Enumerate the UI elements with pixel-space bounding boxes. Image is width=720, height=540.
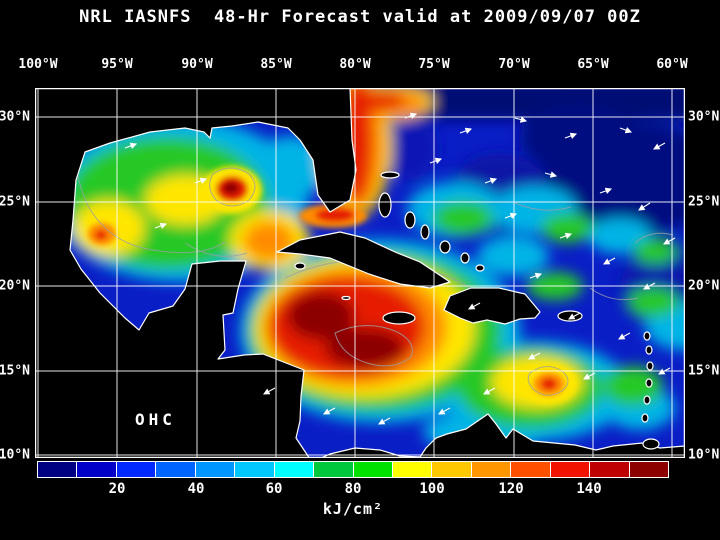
lon-tick-label: 90°W [181,57,213,72]
lat-tick-label: 30°N [688,109,720,125]
colorbar-tick: 20 [108,481,126,497]
colorbar-segment [156,462,196,477]
lat-tick-label: 10°N [0,447,30,463]
colorbar-segment [235,462,275,477]
colorbar-tick: 100 [419,481,445,497]
lat-tick-label: 30°N [0,109,30,125]
lat-tick-label: 15°N [0,363,30,379]
hispaniola [443,287,541,325]
lesser-antilles [641,331,660,450]
colorbar-segment [432,462,472,477]
lon-tick-label: 95°W [101,57,133,72]
current-arrows [124,112,676,425]
colorbar-segment [511,462,551,477]
lat-tick-label: 20°N [688,278,720,294]
cuba [276,231,451,289]
colorbar-segment [590,462,630,477]
lon-tick-label: 100°W [18,57,58,72]
page-title: NRL IASNFS 48-Hr Forecast valid at 2009/… [79,7,641,27]
latitude-axis-right: 30°N 25°N 20°N 15°N 10°N [687,88,720,463]
colorbar-tick: 140 [576,481,602,497]
colorbar-segment [274,462,315,477]
map-ohc-label: OHC [135,410,176,429]
longitude-axis: 100°W 95°W 90°W 85°W 80°W 75°W 70°W 65°W… [18,57,688,74]
cayman [341,295,351,301]
lon-tick-label: 85°W [260,57,292,72]
colorbar [37,461,669,478]
colorbar-segment [38,462,78,477]
jamaica [382,311,416,325]
colorbar-tick-labels: 20 40 60 80 100 120 140 [38,481,668,498]
lat-tick-label: 15°N [688,363,720,379]
colorbar-tick: 120 [498,481,524,497]
colorbar-segment [314,462,354,477]
colorbar-segment [116,462,157,477]
puerto-rico [557,310,583,322]
colorbar-tick: 40 [187,481,205,497]
colorbar-segment [550,462,591,477]
ocean-heat-content-map [32,74,720,463]
isle-of-youth [294,262,306,270]
latitude-axis-left: 30°N 25°N 20°N 15°N 10°N [0,88,33,463]
lat-tick-label: 25°N [0,194,30,210]
lat-tick-label: 20°N [0,278,30,294]
lon-tick-label: 80°W [339,57,371,72]
map-area: OHC [32,74,720,463]
lat-tick-label: 10°N [688,447,720,463]
grid-lines [35,88,685,458]
colorbar-segment [77,462,117,477]
lon-tick-label: 70°W [498,57,530,72]
lon-tick-label: 75°W [418,57,450,72]
colorbar-segment [353,462,393,477]
colorbar-segment [629,462,668,477]
colorbar-segment [392,462,433,477]
colorbar-tick: 80 [344,481,362,497]
lat-tick-label: 25°N [688,194,720,210]
lon-tick-label: 65°W [577,57,609,72]
colorbar-tick: 60 [265,481,283,497]
colorbar-segment [195,462,236,477]
colorbar-unit-label: kJ/cm² [322,500,384,518]
map-frame-border [34,87,686,459]
bahamas [378,171,485,272]
lon-tick-label: 60°W [656,57,688,72]
colorbar-segment [471,462,512,477]
